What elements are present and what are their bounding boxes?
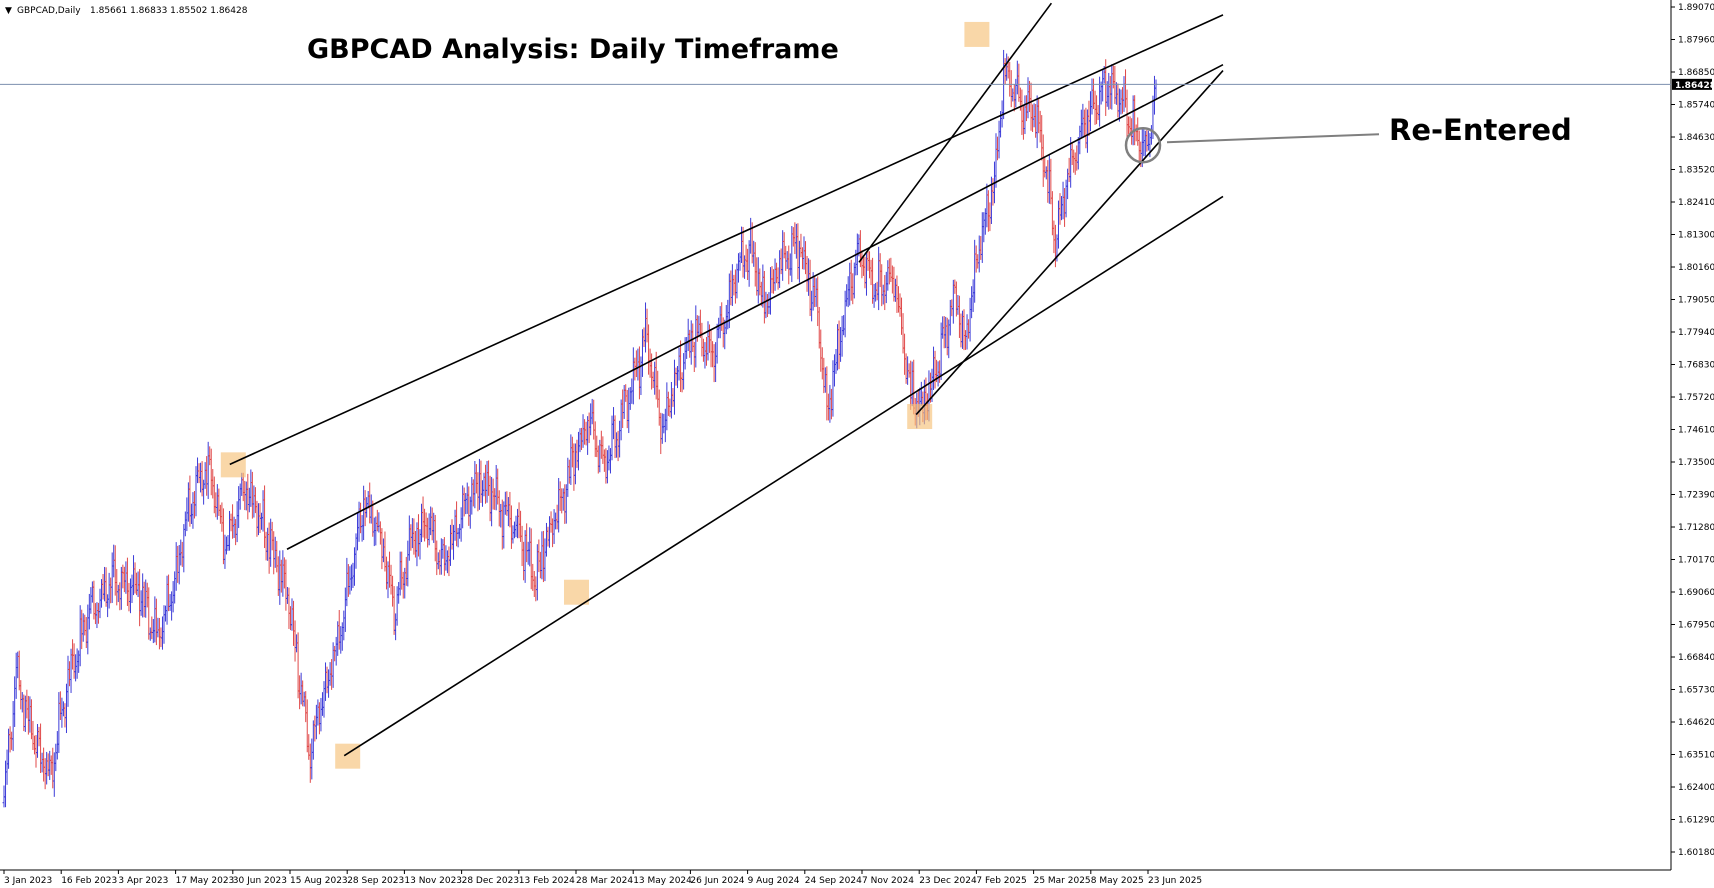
x-tick-label: 3 Jan 2023 bbox=[4, 876, 52, 886]
x-tick-label: 23 Dec 2024 bbox=[919, 876, 977, 886]
annotation-pointer-line bbox=[1166, 133, 1380, 144]
trendline bbox=[858, 2, 1053, 263]
highlight-box bbox=[964, 21, 990, 47]
y-tick-label: 1.89070 bbox=[1678, 3, 1714, 13]
y-tick-label: 1.70170 bbox=[1678, 556, 1714, 566]
y-tick-label: 1.79050 bbox=[1678, 296, 1714, 306]
y-tick-label: 1.72390 bbox=[1678, 491, 1714, 501]
y-tick-label: 1.75720 bbox=[1678, 393, 1714, 403]
x-tick-label: 3 Apr 2023 bbox=[118, 876, 168, 886]
y-tick-label: 1.73500 bbox=[1678, 458, 1714, 468]
x-tick-label: 13 Feb 2024 bbox=[519, 876, 575, 886]
y-tick-label: 1.81300 bbox=[1678, 231, 1714, 241]
y-tick-label: 1.76830 bbox=[1678, 361, 1714, 371]
price-bars bbox=[2, 49, 1158, 808]
x-tick-label: 24 Sep 2024 bbox=[805, 876, 862, 886]
plot-frame bbox=[0, 0, 1672, 871]
x-tick-label: 28 Mar 2024 bbox=[576, 876, 633, 886]
chart-title: GBPCAD Analysis: Daily Timeframe bbox=[307, 34, 839, 65]
trendline bbox=[343, 195, 1224, 757]
current-price-tag: 1.86428 bbox=[1672, 78, 1714, 91]
y-tick-label: 1.71280 bbox=[1678, 523, 1714, 533]
x-tick-label: 8 May 2025 bbox=[1091, 876, 1144, 886]
trendline bbox=[229, 14, 1224, 466]
y-tick-label: 1.82410 bbox=[1678, 198, 1714, 208]
y-tick-label: 1.62400 bbox=[1678, 783, 1714, 793]
x-tick-label: 9 Aug 2024 bbox=[748, 876, 800, 886]
header-arrow-icon: ▼ bbox=[5, 6, 12, 16]
x-tick-label: 23 Jun 2025 bbox=[1148, 876, 1202, 886]
x-tick-label: 17 May 2023 bbox=[176, 876, 235, 886]
time-axis: 3 Jan 2023 16 Feb 2023 3 Apr 2023 17 May 20… bbox=[3, 870, 1202, 886]
y-tick-label: 1.60180 bbox=[1678, 848, 1714, 858]
x-tick-label: 16 Feb 2023 bbox=[61, 876, 117, 886]
trendline bbox=[915, 70, 1224, 416]
x-tick-label: 26 Jun 2024 bbox=[690, 876, 744, 886]
current-price-label: 1.86428 bbox=[1675, 81, 1714, 91]
y-tick-label: 1.66840 bbox=[1678, 653, 1714, 663]
trendline bbox=[286, 63, 1224, 550]
x-tick-label: 7 Nov 2024 bbox=[862, 876, 914, 886]
x-tick-label: 25 Mar 2025 bbox=[1034, 876, 1091, 886]
chart-header: ▼ GBPCAD,Daily 1.85661 1.86833 1.85502 1… bbox=[5, 6, 248, 16]
highlight-box bbox=[564, 579, 589, 605]
highlight-box bbox=[907, 404, 933, 430]
symbol-label: GBPCAD,Daily bbox=[17, 6, 81, 16]
x-tick-label: 15 Aug 2023 bbox=[290, 876, 348, 886]
re-entered-label: Re-Entered bbox=[1389, 113, 1572, 147]
x-tick-label: 30 Jun 2023 bbox=[233, 876, 287, 886]
swing-highlights bbox=[220, 21, 990, 769]
y-tick-label: 1.67950 bbox=[1678, 621, 1714, 631]
ohlc-values: 1.85661 1.86833 1.85502 1.86428 bbox=[90, 6, 248, 16]
y-tick-label: 1.69060 bbox=[1678, 588, 1714, 598]
y-tick-label: 1.74610 bbox=[1678, 426, 1714, 436]
y-tick-label: 1.84630 bbox=[1678, 133, 1714, 143]
y-tick-label: 1.65730 bbox=[1678, 686, 1714, 696]
y-tick-label: 1.80160 bbox=[1678, 263, 1714, 273]
y-tick-label: 1.87960 bbox=[1678, 36, 1714, 46]
highlight-box bbox=[220, 452, 246, 478]
x-tick-label: 28 Sep 2023 bbox=[347, 876, 404, 886]
x-tick-label: 13 Nov 2023 bbox=[404, 876, 462, 886]
y-tick-label: 1.86850 bbox=[1678, 68, 1714, 78]
y-tick-label: 1.61290 bbox=[1678, 816, 1714, 826]
y-tick-label: 1.64620 bbox=[1678, 718, 1714, 728]
x-tick-label: 7 Feb 2025 bbox=[976, 876, 1026, 886]
x-tick-label: 28 Dec 2023 bbox=[462, 876, 519, 886]
trendlines bbox=[229, 2, 1224, 757]
re-entry-circle bbox=[1124, 126, 1162, 164]
x-tick-label: 13 May 2024 bbox=[633, 876, 692, 886]
y-tick-label: 1.77940 bbox=[1678, 328, 1714, 338]
y-tick-label: 1.63510 bbox=[1678, 751, 1714, 761]
y-tick-label: 1.83520 bbox=[1678, 166, 1714, 176]
y-tick-label: 1.85740 bbox=[1678, 101, 1714, 111]
price-axis: 1.89070 1.87960 1.86850 1.85740 1.84630 1.835… bbox=[1671, 3, 1714, 858]
